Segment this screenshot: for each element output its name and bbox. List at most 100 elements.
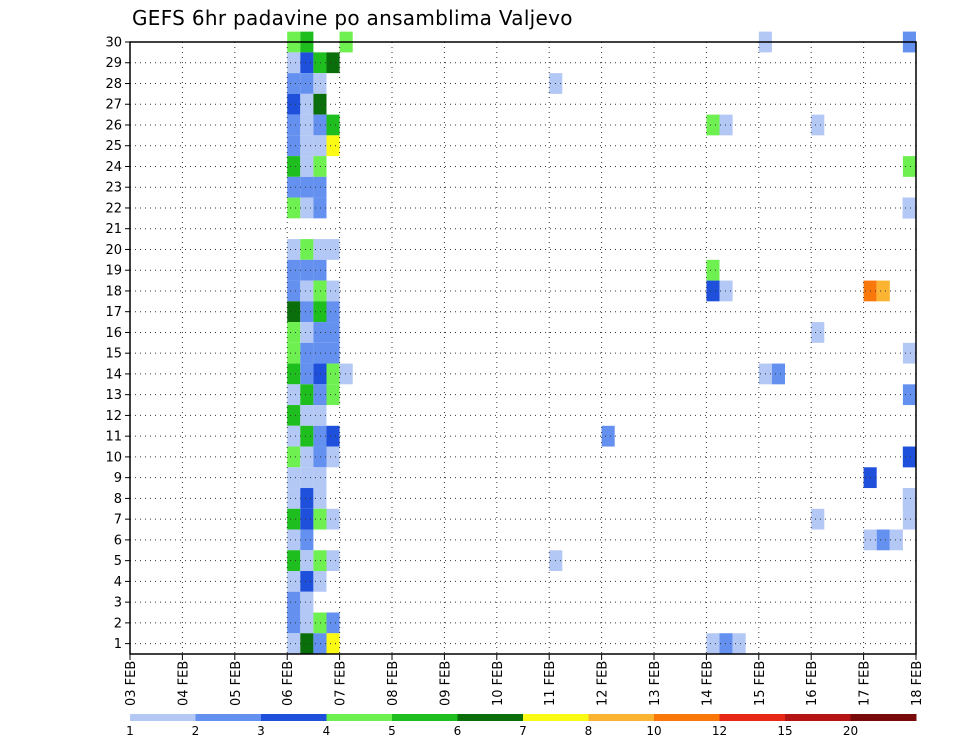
- precip-cell: [300, 425, 314, 447]
- precip-cell: [287, 591, 301, 613]
- precip-cell: [300, 633, 314, 654]
- precip-cell: [287, 52, 301, 74]
- precip-cell: [902, 446, 916, 468]
- precip-cell: [287, 301, 301, 323]
- precip-cell: [300, 259, 314, 281]
- x-tick-label: 18 FEB: [910, 661, 925, 706]
- y-tick-label: 19: [105, 264, 122, 279]
- precip-cell: [902, 342, 916, 364]
- precip-cell: [601, 425, 615, 447]
- precip-cell: [300, 280, 314, 302]
- precip-cell: [287, 529, 301, 551]
- precip-cell: [287, 571, 301, 592]
- colorbar-label: 3: [257, 724, 265, 738]
- precip-cell: [313, 197, 327, 219]
- colorbar-segment: [850, 714, 917, 721]
- precip-cell: [287, 197, 301, 219]
- x-tick-label: 11 FEB: [543, 661, 558, 706]
- y-tick-label: 11: [105, 430, 122, 445]
- precip-cell: [313, 301, 327, 323]
- precip-cell: [313, 342, 327, 364]
- y-tick-label: 13: [105, 388, 122, 403]
- chart-title: GEFS 6hr padavine po ansamblima Valjevo: [132, 6, 573, 30]
- x-tick-label: 12 FEB: [596, 661, 611, 706]
- precip-cell: [300, 156, 314, 177]
- precip-cell: [313, 612, 327, 634]
- colorbar-segment: [785, 714, 851, 721]
- colorbar-segment: [392, 714, 458, 721]
- precip-cell: [902, 488, 916, 509]
- y-tick-label: 27: [105, 98, 122, 113]
- precip-cell: [313, 467, 327, 489]
- precip-cell: [326, 301, 340, 323]
- precip-cell: [313, 446, 327, 468]
- colorbar-label: 2: [192, 724, 200, 738]
- y-tick-label: 21: [105, 222, 122, 237]
- precip-cell: [313, 280, 327, 302]
- y-tick-label: 24: [105, 160, 122, 175]
- y-tick-label: 12: [105, 409, 122, 424]
- y-tick-label: 15: [105, 347, 122, 362]
- precip-cell: [876, 529, 890, 551]
- precip-cell: [811, 322, 825, 343]
- precip-cell: [326, 612, 340, 634]
- plot-frame: [129, 41, 917, 655]
- x-tick-label: 16 FEB: [805, 661, 820, 706]
- precip-cell: [300, 446, 314, 468]
- y-tick-label: 6: [114, 533, 122, 548]
- precip-cell: [326, 550, 340, 572]
- precip-cell: [300, 508, 314, 530]
- precip-cell: [732, 633, 746, 654]
- precip-cell: [313, 52, 327, 74]
- y-tick-label: 16: [105, 326, 122, 341]
- y-tick-label: 25: [105, 139, 122, 154]
- y-tick-label: 23: [105, 181, 122, 196]
- y-tick-label: 1: [114, 637, 122, 652]
- precip-cell: [300, 73, 314, 94]
- precip-cell: [313, 425, 327, 447]
- precip-cell: [300, 571, 314, 592]
- precip-cell: [313, 176, 327, 198]
- precip-cell: [300, 550, 314, 572]
- precip-cell: [326, 425, 340, 447]
- y-tick-label: 22: [105, 201, 122, 216]
- precip-cell: [300, 93, 314, 115]
- precip-cell: [313, 259, 327, 281]
- y-tick-label: 18: [105, 284, 122, 299]
- x-tick-label: 15 FEB: [753, 661, 768, 706]
- precip-cell: [339, 363, 353, 385]
- colorbar-label: 15: [777, 724, 792, 738]
- precip-cell: [719, 280, 733, 302]
- precip-cell: [902, 384, 916, 406]
- precip-cell: [300, 239, 314, 260]
- precip-cell: [313, 550, 327, 572]
- precip-cell: [287, 342, 301, 364]
- precip-cell: [326, 322, 340, 343]
- precip-cell: [287, 363, 301, 385]
- y-tick-label: 4: [114, 575, 122, 590]
- y-tick-label: 8: [114, 492, 122, 507]
- y-tick-label: 28: [105, 77, 122, 92]
- y-tick-label: 29: [105, 56, 122, 71]
- precip-cell: [300, 384, 314, 406]
- precip-cell: [287, 176, 301, 198]
- precip-cell: [287, 73, 301, 94]
- colorbar-segment: [457, 714, 524, 721]
- precip-cell: [719, 114, 733, 136]
- precip-cell: [287, 488, 301, 509]
- precip-cell: [326, 342, 340, 364]
- y-tick-label: 7: [114, 513, 122, 528]
- colorbar-segment: [326, 714, 393, 721]
- precip-cell: [300, 176, 314, 198]
- precip-cell: [300, 197, 314, 219]
- precip-cell: [313, 135, 327, 157]
- x-tick-label: 09 FEB: [438, 661, 453, 706]
- precip-cell: [326, 280, 340, 302]
- precip-cell: [326, 508, 340, 530]
- precip-cell: [300, 52, 314, 74]
- x-tick-label: 17 FEB: [858, 661, 873, 706]
- precip-cell: [326, 633, 340, 654]
- precip-cell: [313, 363, 327, 385]
- precip-cell: [313, 488, 327, 509]
- x-tick-label: 04 FEB: [176, 661, 191, 706]
